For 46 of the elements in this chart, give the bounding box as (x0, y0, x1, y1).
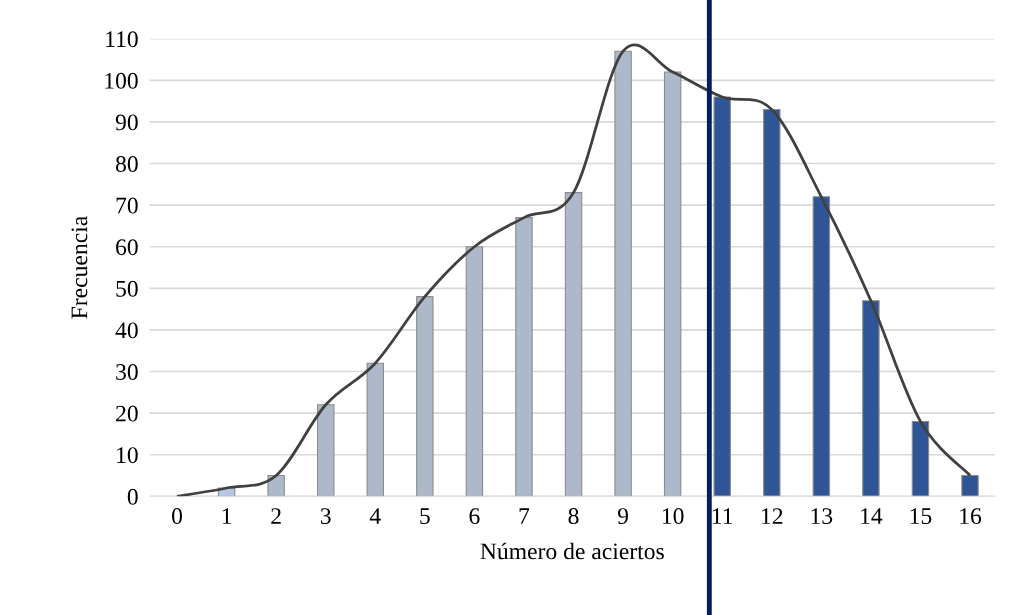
y-tick-label: 40 (115, 322, 138, 339)
y-tick-label: 100 (105, 72, 138, 89)
x-tick-label: 5 (420, 508, 430, 525)
bar (812, 196, 831, 497)
x-tick-label: 14 (861, 508, 883, 524)
x-tick-label: 16 (960, 508, 982, 525)
y-tick-label: 70 (116, 197, 138, 214)
bar (564, 192, 583, 497)
x-tick-label: 0 (172, 508, 183, 525)
bar (911, 420, 930, 497)
x-tick-label: 2 (271, 508, 281, 524)
x-tick-label: 10 (662, 508, 684, 525)
y-tick-label: 110 (106, 31, 138, 48)
bar (465, 246, 484, 497)
y-tick-label: 60 (116, 239, 138, 256)
y-tick-label: 10 (117, 447, 138, 464)
x-axis-title: Número de aciertos (480, 542, 664, 560)
y-tick-label: 50 (116, 280, 138, 297)
bar (763, 108, 781, 497)
bar (614, 50, 632, 497)
y-tick-label: 80 (115, 156, 138, 172)
bar (515, 217, 533, 497)
bar (713, 96, 731, 497)
x-tick-label: 11 (712, 508, 733, 524)
y-tick-label: 90 (115, 114, 138, 131)
bar (663, 71, 682, 497)
bar (366, 362, 385, 497)
x-tick-label: 13 (811, 508, 833, 525)
bar (316, 404, 335, 497)
bar (267, 474, 285, 497)
x-tick-label: 8 (568, 508, 579, 525)
bar (961, 474, 979, 497)
bar (862, 300, 880, 497)
x-tick-label: 9 (617, 508, 629, 525)
y-axis-title: Frecuencia (71, 216, 88, 319)
y-tick-label: 30 (116, 364, 138, 380)
x-tick-label: 6 (469, 508, 480, 525)
x-tick-label: 12 (762, 508, 783, 524)
x-tick-label: 7 (519, 508, 530, 524)
y-tick-label: 0 (127, 488, 138, 505)
y-tick-label: 20 (116, 405, 138, 422)
x-tick-label: 4 (369, 508, 381, 524)
bar (416, 296, 434, 497)
x-tick-label: 15 (910, 508, 932, 525)
x-tick-label: 3 (320, 508, 331, 525)
x-tick-label: 1 (222, 508, 232, 524)
